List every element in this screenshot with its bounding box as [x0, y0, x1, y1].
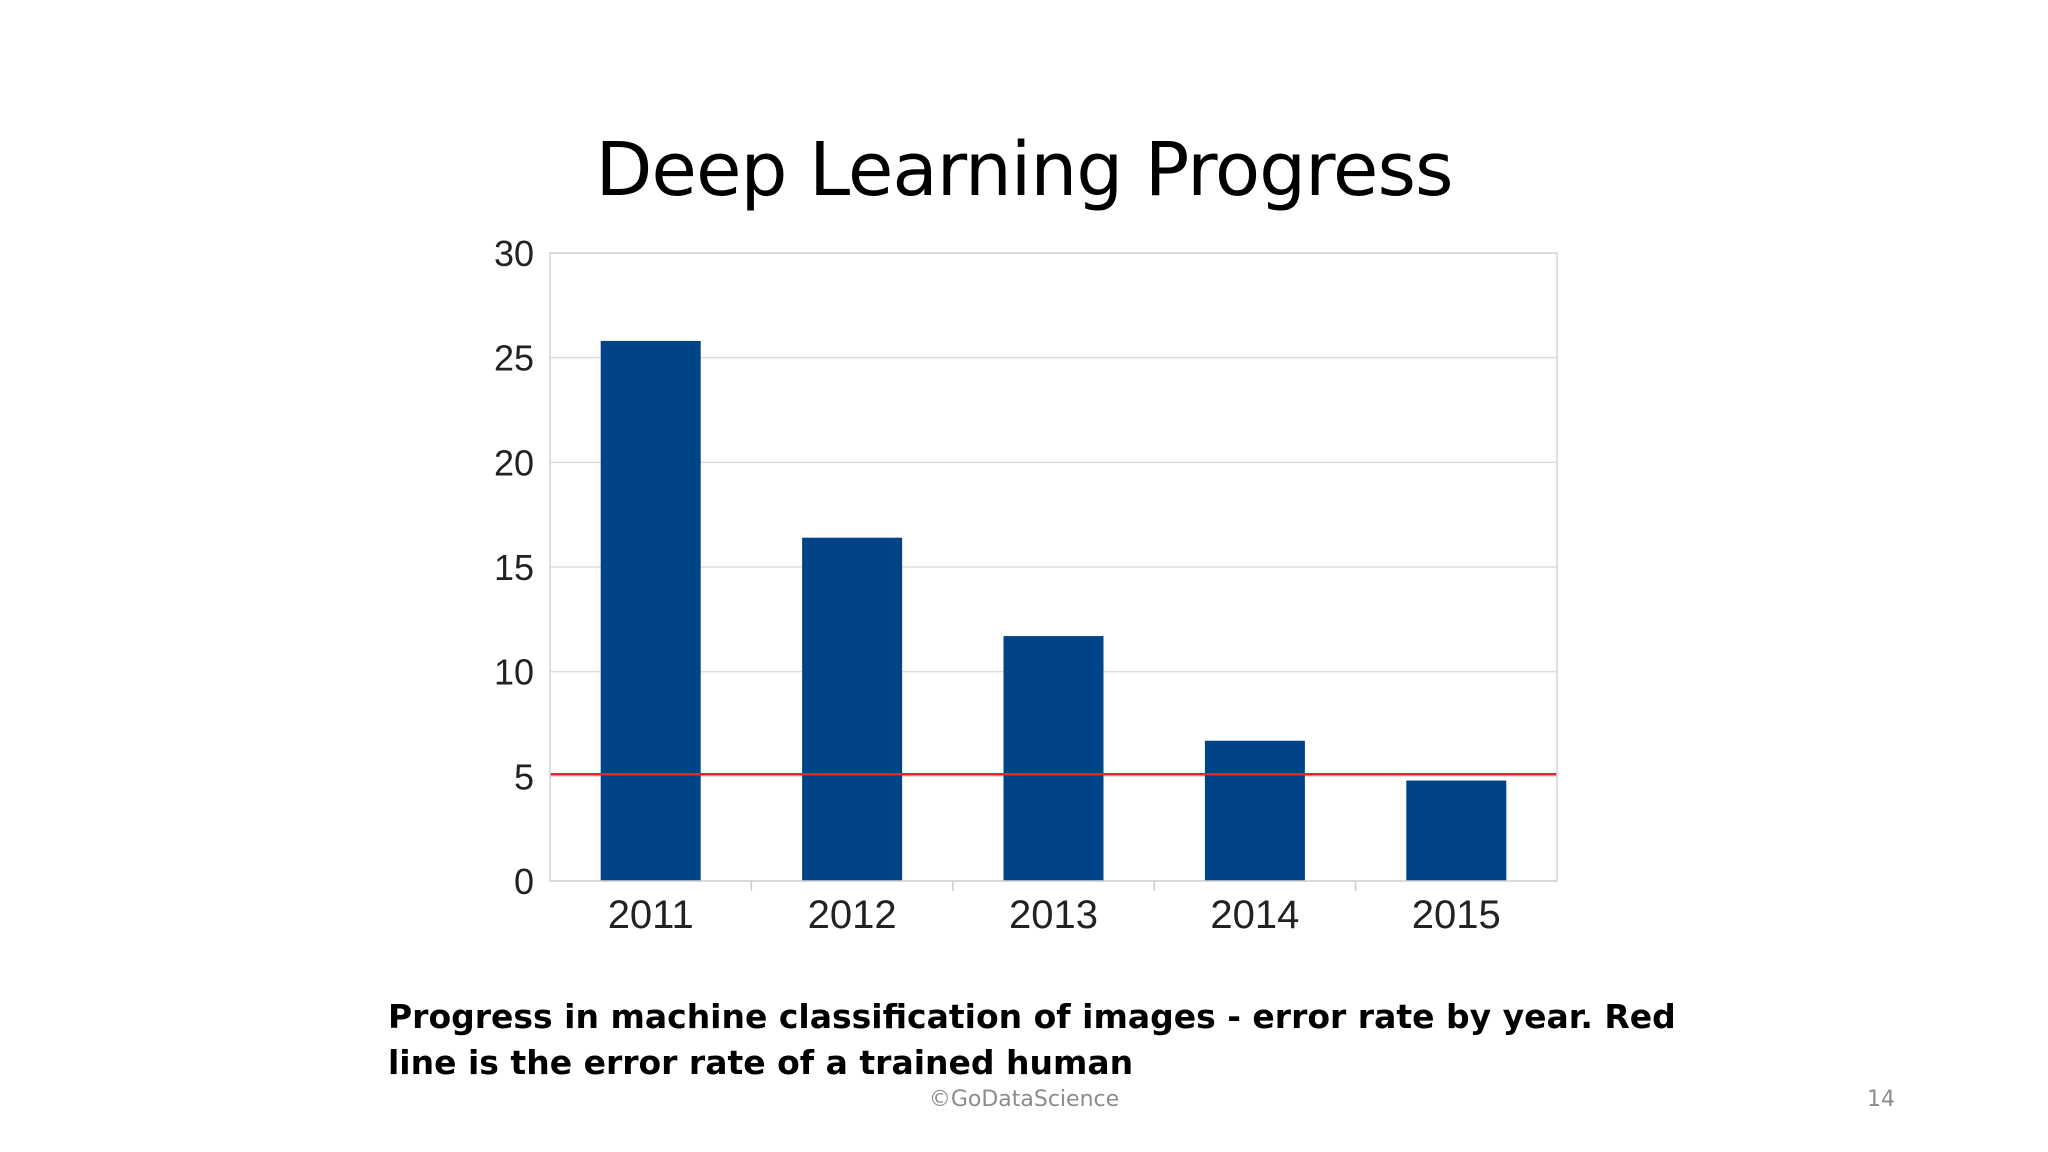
bars	[600, 340, 1507, 881]
bar	[600, 340, 701, 881]
y-tick-label: 5	[514, 756, 534, 797]
slide-title: Deep Learning Progress	[595, 127, 1453, 213]
x-axis-ticks: 2011 2012 2013 2014 2015	[608, 881, 1501, 937]
x-tick-label: 2015	[1412, 893, 1501, 937]
y-tick-label: 25	[494, 338, 534, 379]
y-tick-label: 15	[494, 547, 534, 588]
y-tick-label: 30	[494, 233, 534, 274]
y-tick-label: 0	[514, 861, 534, 902]
bar	[1406, 780, 1507, 881]
bar	[1003, 636, 1104, 881]
plot-frame	[549, 252, 1558, 882]
page-number: 14	[1867, 1087, 1895, 1112]
x-tick-label: 2012	[808, 893, 897, 937]
x-tick-label: 2014	[1210, 893, 1299, 937]
plot-border	[549, 252, 1558, 882]
x-tick-label: 2011	[608, 893, 694, 937]
y-axis-ticks: 0 5 10 15 20 25 30	[494, 233, 534, 902]
x-tick-label: 2013	[1009, 893, 1098, 937]
bar	[802, 537, 903, 881]
y-tick-label: 20	[494, 442, 534, 483]
bar	[1204, 740, 1305, 881]
chart-caption: Progress in machine classification of im…	[388, 997, 1676, 1082]
y-tick-label: 10	[494, 652, 534, 693]
footer-copyright: ©GoDataScience	[928, 1087, 1120, 1112]
